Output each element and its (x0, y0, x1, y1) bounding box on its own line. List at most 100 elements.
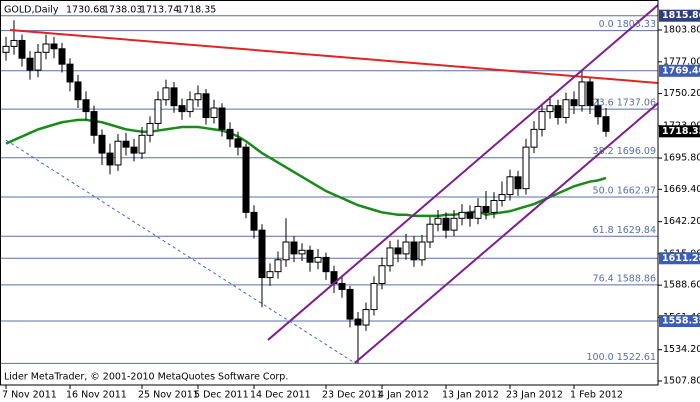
fib-label: 38.2 1696.09 (593, 146, 656, 157)
y-tick-label: 1507.80 (663, 375, 700, 386)
trend-line (354, 102, 658, 364)
candle-body (170, 87, 178, 107)
trend-line (5, 139, 356, 364)
candle-body (122, 140, 130, 148)
header-high: 1738.03 (103, 5, 142, 16)
y-tick-label: 1588.60 (663, 280, 700, 291)
price-label-box (659, 125, 700, 138)
fib-label: 23.6 1737.06 (593, 98, 656, 109)
candle-body (290, 241, 298, 255)
footer: Lider MetaTrader, © 2001-2010 MetaQuotes… (4, 372, 288, 383)
y-tick-label: 1534.20 (663, 344, 700, 355)
x-tick-label: 23 Jan 2012 (506, 390, 563, 401)
candle-body (346, 288, 354, 320)
price-label: 1769.40 (662, 65, 700, 76)
x-tick-label: 1 Feb 2012 (570, 390, 623, 401)
candle-body (498, 194, 506, 202)
price-label-box (659, 9, 700, 22)
y-tick-label: 1669.40 (663, 184, 700, 195)
moving-average (5, 118, 607, 218)
candle-body (266, 271, 274, 279)
x-tick-label: 7 Nov 2011 (2, 390, 57, 401)
candle-body (538, 111, 546, 130)
candle-body (98, 134, 106, 154)
candle-body (586, 81, 594, 107)
candle-body (282, 241, 290, 261)
candle-body (490, 200, 498, 213)
fib-label: 100.0 1522.61 (586, 352, 656, 363)
candle-body (250, 211, 258, 231)
x-tick-label: 23 Dec 2011 (322, 390, 383, 401)
plot-frame (0, 0, 659, 386)
candle-body (522, 146, 530, 190)
price-label: 1815.86 (662, 10, 700, 21)
candle-body (34, 51, 42, 71)
candle-body (2, 45, 10, 53)
candle-body (130, 146, 138, 154)
candle-body (426, 223, 434, 243)
fib-label: 0.0 1803.33 (599, 19, 656, 30)
plot-area (0, 4, 658, 364)
candle-body (370, 283, 378, 311)
candle-body (418, 241, 426, 261)
candle-body (554, 105, 562, 119)
candle-body (306, 249, 314, 263)
candle-body (242, 146, 250, 213)
candle-body (434, 217, 442, 225)
candle-body (562, 99, 570, 119)
candle-body (378, 265, 386, 285)
candle-body (474, 205, 482, 219)
price-label: 1718.35 (662, 126, 700, 137)
candle-body (594, 105, 602, 118)
y-tick-label: 1777.00 (663, 56, 700, 67)
candle-body (82, 99, 90, 113)
candle-body (442, 217, 450, 231)
price-label: 1611.28 (662, 253, 700, 264)
candle-body (194, 93, 202, 101)
candle-body (178, 105, 186, 113)
y-tick-label: 1750.20 (663, 88, 700, 99)
candle-body (570, 99, 578, 107)
candle-body (106, 152, 114, 166)
candle-body (114, 140, 122, 166)
candle-body (258, 229, 266, 279)
price-label-box (659, 315, 700, 328)
candle-body (218, 107, 226, 130)
candle-body (210, 107, 218, 119)
candle-body (58, 48, 66, 65)
candle-body (50, 43, 58, 50)
price-label-box (659, 252, 700, 265)
price-label-box (659, 64, 700, 77)
x-tick-label: 5 Dec 2011 (194, 390, 249, 401)
candle-body (90, 111, 98, 136)
symbol: GOLD,Daily (4, 5, 59, 16)
candle-body (506, 176, 514, 196)
candle-body (226, 128, 234, 140)
candle-body (322, 256, 330, 273)
candle-body (234, 138, 242, 148)
x-tick-label: 13 Jan 2012 (442, 390, 499, 401)
candle-body (66, 63, 74, 83)
trend-line (267, 4, 658, 341)
fib-label: 50.0 1662.97 (593, 185, 656, 196)
candle-body (146, 122, 154, 136)
candle-body (530, 128, 538, 148)
fib-label: 61.8 1629.84 (593, 225, 656, 236)
candle-body (186, 99, 194, 113)
candle-body (10, 39, 18, 47)
candle-body (394, 247, 402, 255)
trend-line (9, 29, 658, 84)
y-tick-label: 1803.80 (663, 25, 700, 36)
candle-body (202, 93, 210, 119)
candle-body (26, 57, 34, 71)
fib-label: 76.4 1588.86 (593, 273, 656, 284)
candle-body (386, 247, 394, 267)
candle-body (354, 318, 362, 326)
candle-body (466, 211, 474, 219)
x-tick-label: 4 Jan 2012 (378, 390, 429, 401)
candle-body (410, 241, 418, 261)
candle-body (514, 176, 522, 190)
candle-body (314, 256, 322, 263)
candle-body (578, 81, 586, 107)
